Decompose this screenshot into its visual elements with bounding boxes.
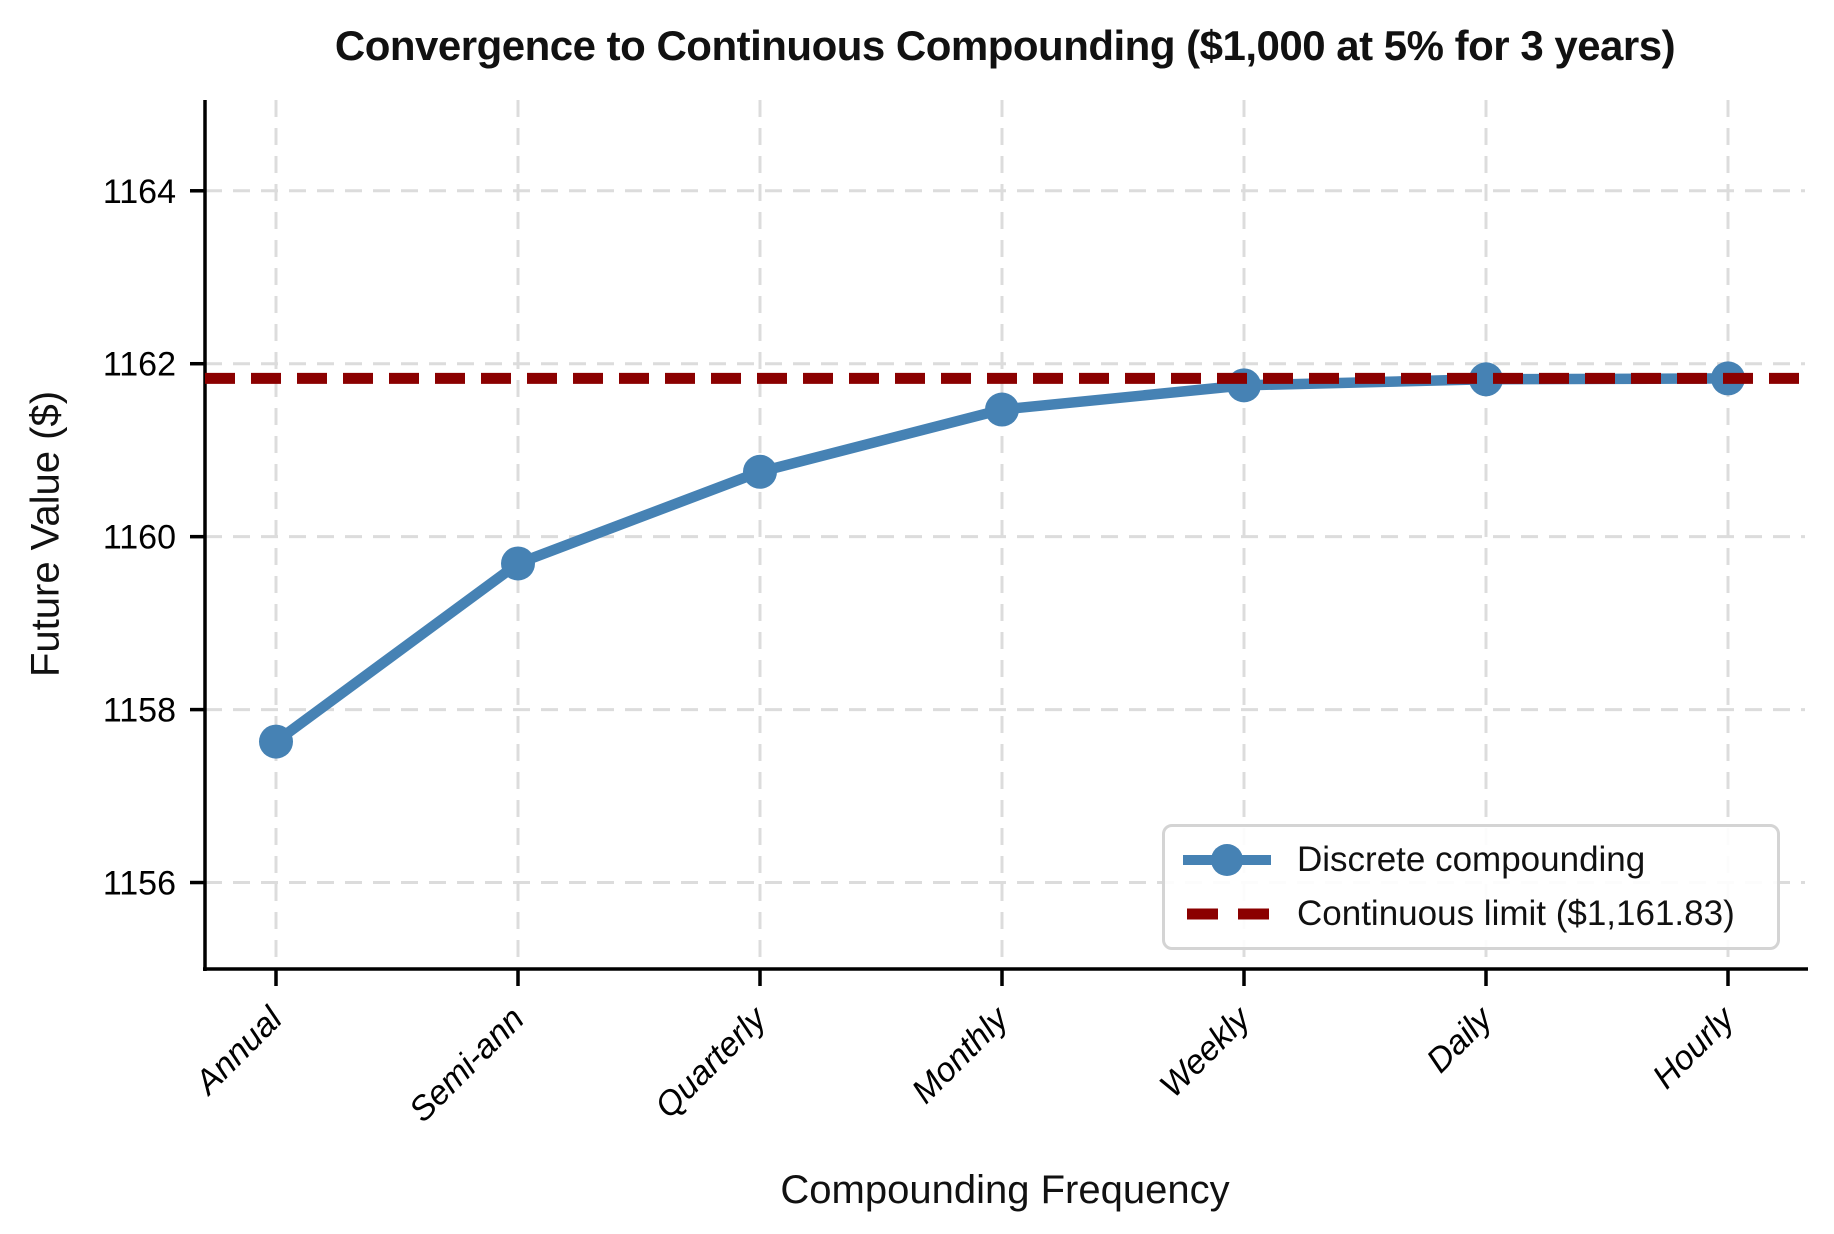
y-tick-label: 1162 <box>103 346 176 384</box>
data-point <box>259 724 293 759</box>
x-tick-label: Monthly <box>905 998 1017 1110</box>
y-axis-label: Future Value ($) <box>23 390 68 678</box>
x-tick-label: Semi-ann <box>402 1000 532 1130</box>
y-tick-label: 1156 <box>103 865 176 903</box>
x-axis-label: Compounding Frequency <box>780 1168 1230 1212</box>
data-point <box>1469 362 1503 397</box>
x-tick-label: Daily <box>1419 998 1501 1080</box>
legend-label: Discrete compounding <box>1297 840 1646 880</box>
legend-item-discrete: Discrete compounding <box>1179 838 1767 882</box>
x-tick-label: Annual <box>187 999 291 1103</box>
y-tick-label: 1160 <box>103 519 176 557</box>
x-tick-label: Quarterly <box>648 998 775 1125</box>
legend-swatch-dashed-line-icon <box>1187 908 1271 920</box>
legend-label: Continuous limit ($1,161.83) <box>1297 893 1735 933</box>
data-point <box>743 454 777 489</box>
x-tick-label: Weekly <box>1152 998 1259 1105</box>
x-tick-label: Hourly <box>1645 998 1743 1096</box>
data-point <box>501 546 535 581</box>
legend-item-continuous: Continuous limit ($1,161.83) <box>1179 892 1767 936</box>
y-tick-label: 1164 <box>103 173 176 211</box>
legend-swatch-line-circle-icon <box>1183 844 1271 877</box>
y-tick-label: 1158 <box>103 692 176 730</box>
chart-title: Convergence to Continuous Compounding ($… <box>334 22 1676 69</box>
data-point <box>985 392 1019 427</box>
legend: Discrete compounding Continuous limit ($… <box>1162 824 1780 950</box>
